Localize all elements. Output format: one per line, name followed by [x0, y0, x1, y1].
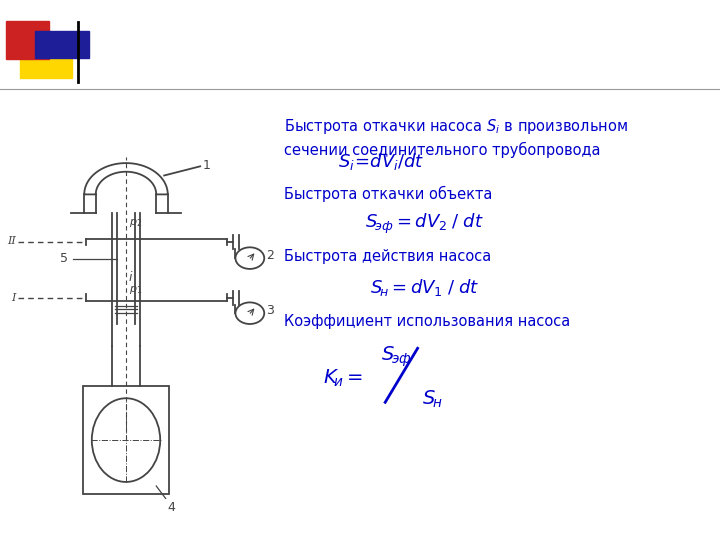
Text: 4: 4 [167, 501, 175, 514]
Text: $S_{\!н}$: $S_{\!н}$ [422, 389, 442, 410]
Bar [20, 35, 72, 78]
Text: $S_{\!эф} = dV_2\;/\;dt$: $S_{\!эф} = dV_2\;/\;dt$ [366, 212, 484, 236]
Bar [35, 31, 89, 58]
Text: $K_{\!и} = $: $K_{\!и} = $ [323, 367, 364, 389]
Text: I: I [12, 293, 16, 303]
Bar [83, 386, 169, 494]
Text: $S_i\!=\!dV_i/dt$: $S_i\!=\!dV_i/dt$ [338, 152, 425, 172]
Text: $p_2$: $p_2$ [129, 217, 142, 229]
Text: 2: 2 [266, 249, 274, 262]
Text: Быстрота откачки насоса $S_i$ в произвольном: Быстрота откачки насоса $S_i$ в произвол… [284, 117, 629, 137]
Text: Коэффициент использования насоса: Коэффициент использования насоса [284, 314, 571, 329]
Text: 1: 1 [202, 159, 210, 172]
Text: Быстрота действия насоса: Быстрота действия насоса [284, 249, 492, 264]
Text: сечении соединительного трубопровода: сечении соединительного трубопровода [284, 142, 601, 158]
Text: 5: 5 [60, 252, 68, 266]
Text: 3: 3 [266, 304, 274, 317]
Text: Быстрота откачки объекта: Быстрота откачки объекта [284, 186, 492, 202]
Text: II: II [7, 236, 16, 246]
Text: $p_1$: $p_1$ [129, 285, 143, 296]
Text: $S_{\!эф}$: $S_{\!эф}$ [381, 344, 411, 369]
Text: $S_{\!н} = dV_1\;/\;dt$: $S_{\!н} = dV_1\;/\;dt$ [370, 277, 480, 298]
Text: i: i [129, 271, 132, 285]
Bar [6, 21, 49, 59]
